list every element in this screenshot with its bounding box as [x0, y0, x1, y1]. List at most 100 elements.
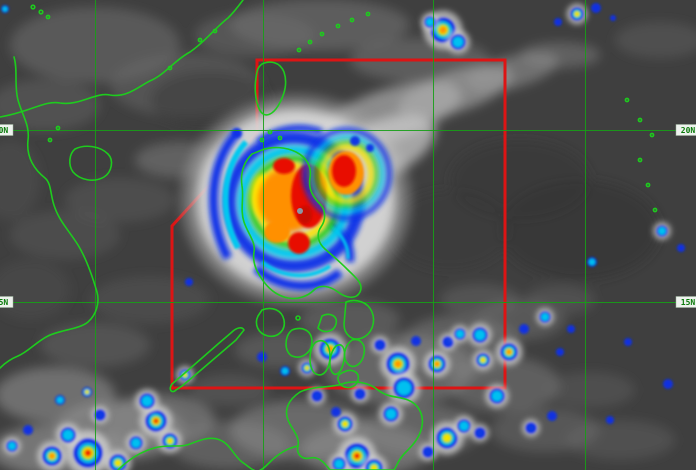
cell-enh_yellow [341, 420, 349, 428]
cell-enh_yellow [574, 11, 580, 17]
cell-enh_blue [311, 390, 323, 402]
latitude-label-right: 20N [675, 124, 696, 136]
convection-cell [468, 323, 492, 347]
cell-enh_cyan [8, 442, 16, 450]
island-dot [296, 47, 302, 53]
cell-enh_blue [350, 136, 360, 146]
convection-cell [331, 407, 341, 417]
convection-cell [421, 13, 439, 31]
typhoon-eye [297, 208, 303, 214]
convection-cell [446, 30, 470, 54]
latitude-label-right: 15N [675, 296, 696, 308]
convection-cell [56, 423, 80, 447]
cell-enh_blue [354, 388, 366, 400]
convection-cell [591, 3, 601, 13]
typhoon [181, 95, 436, 305]
cell-enh_yellow [442, 433, 452, 443]
cell-enh_blue [257, 352, 267, 362]
island-panay [285, 327, 313, 358]
cell-enh_blue [185, 278, 193, 286]
island-cebu [329, 344, 346, 376]
island-taiwan [254, 61, 287, 116]
cell-enh_blue [525, 422, 537, 434]
convection-cell [3, 437, 21, 455]
cell-enh_cyan [334, 459, 344, 469]
convection-cell [37, 441, 67, 470]
convection-cell [350, 136, 360, 146]
island-dot [45, 14, 51, 20]
island-bohol [337, 369, 360, 389]
convection-cell [554, 18, 562, 26]
latitude-label-box [675, 124, 696, 136]
cell-enh_yellow [166, 437, 174, 445]
island-palawan [169, 327, 245, 393]
convection-cell [451, 325, 469, 343]
cell-enh_orange [434, 361, 440, 367]
island-dot [365, 11, 371, 17]
island-dot [277, 135, 283, 141]
convection-cell [419, 443, 437, 461]
island-dot [47, 137, 53, 143]
cell-enh_cyan [658, 227, 666, 235]
convection-cell [606, 416, 614, 424]
convection-cell [55, 395, 65, 405]
convection-cell [366, 144, 374, 152]
cell-enh_red [85, 450, 91, 456]
island-dot [624, 97, 630, 103]
convection-cell [176, 366, 194, 384]
latitude-label-text: 20N [681, 126, 696, 135]
convection-cell [328, 453, 350, 470]
cell-enh_cyan [396, 380, 412, 396]
island-samar [343, 299, 375, 340]
convection-cell [471, 424, 489, 442]
convection-cell [232, 128, 242, 138]
convection-cell [298, 359, 316, 377]
cell-enh_yellow [480, 357, 486, 363]
cell-enh_blue [422, 446, 434, 458]
island-dot [307, 39, 313, 45]
latitude-label-text: 15N [0, 298, 8, 307]
latitude-label-box [0, 124, 14, 136]
convection-cell [453, 415, 475, 437]
cell-enh_cyan [131, 438, 141, 448]
latitude-label-text: 15N [681, 298, 696, 307]
cell-enh_yellow [370, 464, 378, 470]
grid-labels: 20N 20N 15N 15N [0, 124, 696, 308]
cell-enh_red [354, 453, 360, 459]
cell-enh_cyan [281, 367, 289, 375]
cell-enh_blue [556, 348, 564, 356]
convection-cell [411, 336, 421, 346]
cell-enh_blue [610, 15, 616, 21]
convection-cell [566, 3, 588, 25]
island-mindoro [255, 307, 286, 338]
cell-enh_cyan [491, 390, 503, 402]
island-dot [335, 23, 341, 29]
cell-enh_blue [442, 336, 454, 348]
convection-cell [371, 336, 389, 354]
island-dot [637, 117, 643, 123]
cell-enh_blue [677, 244, 685, 252]
cell-enh_blue [547, 411, 557, 421]
convection-cell [653, 222, 671, 240]
island-dot [197, 37, 203, 43]
cell-enh_cyan [141, 395, 153, 407]
cell-enh_cyan [588, 258, 596, 266]
convection-cell [522, 419, 540, 437]
cell-enh_cyan [474, 329, 486, 341]
cell-enh_cyan [452, 36, 464, 48]
convection-cell [1, 5, 9, 13]
latitude-label-left: 15N [0, 296, 14, 308]
latitude-label-left: 20N [0, 124, 14, 136]
cell-enh_blue [519, 324, 529, 334]
convection-cell [135, 389, 159, 413]
peninsula-zamboanga [259, 445, 299, 470]
cell-enh_yellow [304, 365, 310, 371]
coastline-vietnam [0, 56, 99, 369]
island-dot [38, 9, 44, 15]
convection-cell [185, 278, 193, 286]
cell-enh_yellow [85, 390, 89, 394]
convection-cell [485, 384, 509, 408]
convection-cell [379, 402, 403, 426]
coastline-china [0, 0, 244, 118]
